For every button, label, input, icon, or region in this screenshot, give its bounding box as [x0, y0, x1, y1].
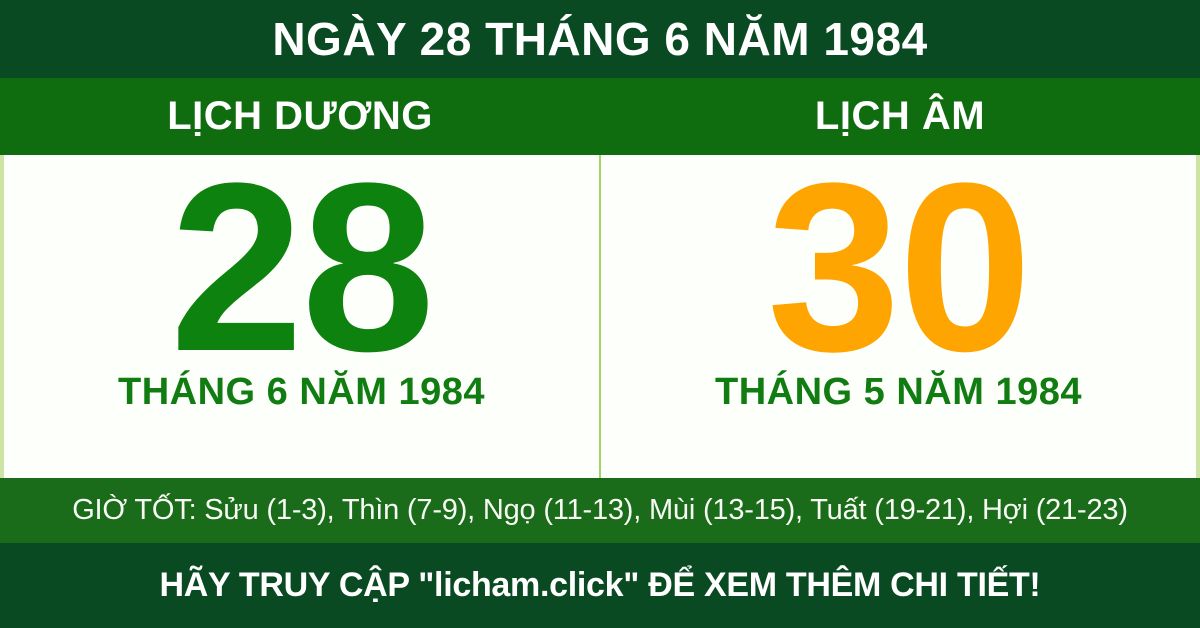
footer-cta-text: HÃY TRUY CẬP "licham.click" ĐỂ XEM THÊM … — [159, 566, 1041, 604]
lunar-calendar-label: LỊCH ÂM — [814, 94, 986, 138]
good-hours-text: GIỜ TỐT: Sửu (1-3), Thìn (7-9), Ngọ (11-… — [72, 494, 1128, 526]
lunar-panel: 30 THÁNG 5 NĂM 1984 — [601, 147, 1196, 478]
panel-divider — [599, 155, 601, 478]
lunar-month-year: THÁNG 5 NĂM 1984 — [715, 371, 1082, 413]
lunar-calendar-header: LỊCH ÂM — [600, 78, 1200, 155]
date-banner-title: NGÀY 28 THÁNG 6 NĂM 1984 — [272, 13, 928, 65]
solar-day-number: 28 — [170, 133, 435, 401]
solar-month-year: THÁNG 6 NĂM 1984 — [118, 371, 485, 413]
solar-calendar-label: LỊCH DƯƠNG — [167, 94, 433, 138]
calendar-type-band: LỊCH DƯƠNG LỊCH ÂM — [0, 78, 1200, 155]
solar-panel: 28 THÁNG 6 NĂM 1984 — [4, 147, 599, 478]
calendar-panels: 28 THÁNG 6 NĂM 1984 30 THÁNG 5 NĂM 1984 — [0, 147, 1200, 478]
good-hours-bar: GIỜ TỐT: Sửu (1-3), Thìn (7-9), Ngọ (11-… — [0, 478, 1200, 543]
date-banner: NGÀY 28 THÁNG 6 NĂM 1984 — [0, 0, 1200, 78]
lunar-day-number: 30 — [767, 133, 1032, 401]
solar-calendar-header: LỊCH DƯƠNG — [0, 78, 600, 155]
footer-banner: HÃY TRUY CẬP "licham.click" ĐỂ XEM THÊM … — [0, 543, 1200, 628]
